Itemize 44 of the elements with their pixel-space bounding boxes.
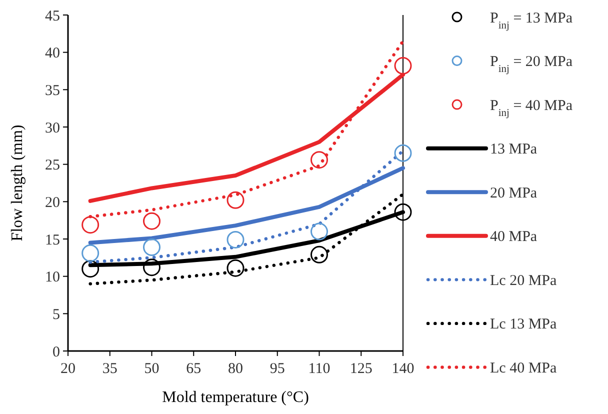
point (82, 216, 100, 234)
point (143, 258, 160, 276)
legend-label: 13 MPa (490, 142, 538, 158)
y-tick-label: 5 (52, 306, 60, 323)
y-tick-label: 0 (52, 344, 60, 360)
point (310, 151, 328, 169)
x-tick-label: 35 (102, 361, 118, 377)
point (394, 57, 412, 75)
point (143, 212, 160, 230)
y-tick-label: 40 (45, 46, 60, 62)
legend-label: 40 MPa (490, 229, 538, 246)
y-tick-label: 15 (45, 232, 60, 248)
point (226, 230, 244, 248)
x-axis-title: Mold temperature (°C) (162, 389, 309, 406)
x-tick-label: 95 (270, 361, 285, 377)
x-tick-label: 110 (308, 361, 330, 377)
y-tick-label: 10 (45, 270, 60, 286)
point (82, 244, 100, 262)
y-tick-label: 45 (45, 8, 60, 24)
x-tick-label: 125 (350, 361, 372, 377)
legend-label: Lc 20 MPa (490, 272, 557, 289)
legend-label: 20 MPa (490, 185, 538, 202)
point (394, 144, 412, 162)
y-tick-label: 35 (45, 82, 60, 99)
point (82, 260, 100, 278)
y-tick-label: 25 (45, 158, 60, 174)
legend-label: P$_{inj}$ = 20 MPa (490, 54, 573, 75)
x-tick-label: 65 (186, 361, 202, 377)
legend-label: Lc 13 MPa (490, 316, 557, 333)
y-tick-label: 30 (45, 120, 60, 136)
x-tick-label: 80 (228, 361, 243, 377)
point (310, 246, 328, 264)
point (143, 238, 160, 256)
x-tick-label: 50 (144, 361, 160, 377)
legend-label: P$_{inj}$ = 13 MPa (490, 10, 573, 31)
y-axis-title: Flow length (mm) (9, 124, 26, 242)
point (310, 222, 328, 240)
y-tick-label: 20 (45, 194, 60, 211)
point (394, 203, 412, 221)
point (226, 259, 244, 277)
point (226, 191, 244, 209)
legend-label: Lc 40 MPa (490, 360, 557, 376)
x-tick-label: 140 (392, 361, 414, 377)
legend-label: P$_{inj}$ = 40 MPa (490, 98, 573, 118)
